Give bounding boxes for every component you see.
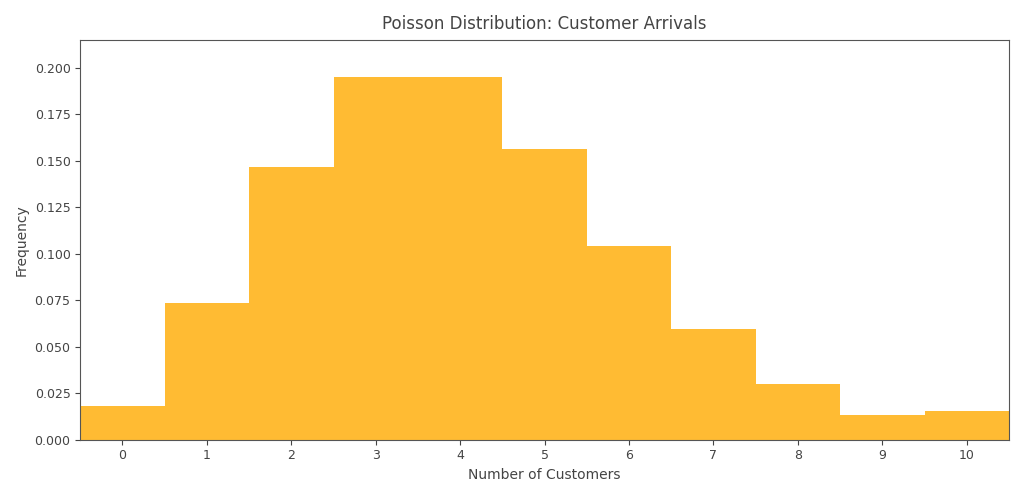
Bar <box>334 77 418 440</box>
Bar <box>756 384 840 440</box>
Bar <box>418 77 503 440</box>
Bar <box>80 406 165 440</box>
Bar <box>672 329 756 440</box>
Bar <box>840 415 925 440</box>
Bar <box>925 412 1009 440</box>
Bar <box>587 246 672 440</box>
Y-axis label: Frequency: Frequency <box>15 204 29 276</box>
Title: Poisson Distribution: Customer Arrivals: Poisson Distribution: Customer Arrivals <box>382 15 707 33</box>
Bar <box>503 149 587 440</box>
X-axis label: Number of Customers: Number of Customers <box>468 468 621 482</box>
Bar <box>249 167 334 440</box>
Bar <box>165 304 249 440</box>
